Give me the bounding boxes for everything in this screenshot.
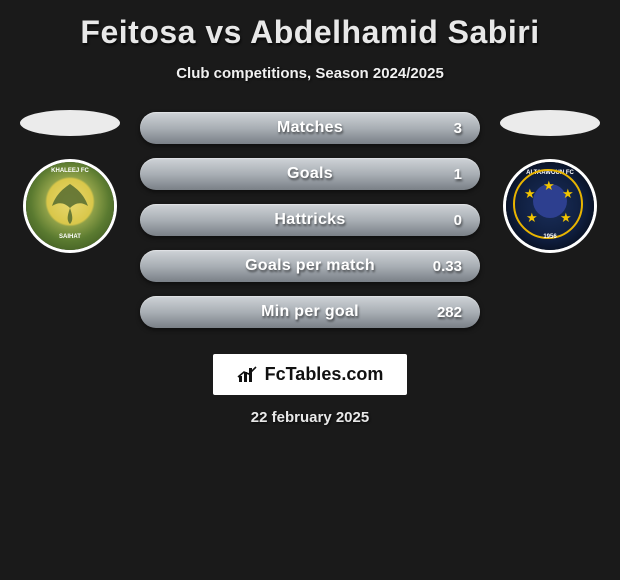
star-icon: ★ [526, 210, 538, 226]
stat-label: Goals [287, 165, 333, 183]
stat-row-hattricks: Hattricks 0 [140, 204, 480, 236]
watermark-text: FcTables.com [265, 364, 384, 385]
right-name-oval [500, 110, 600, 136]
star-icon: ★ [543, 178, 555, 194]
date-line: 22 february 2025 [251, 409, 369, 426]
stat-right-value: 3 [454, 120, 462, 137]
stat-label: Goals per match [245, 257, 375, 275]
left-name-oval [20, 110, 120, 136]
season-subtitle: Club competitions, Season 2024/2025 [176, 65, 444, 82]
right-club-crest: ALTAAWOUN FC ★ ★ ★ ★ ★ 1956 [506, 162, 594, 250]
stat-right-value: 1 [454, 166, 462, 183]
left-club-crest: KHALEEJ FC SAIHAT [26, 162, 114, 250]
left-club-side: KHALEEJ FC SAIHAT [10, 112, 130, 250]
stat-label: Hattricks [274, 211, 345, 229]
fctables-watermark[interactable]: FcTables.com [213, 354, 408, 395]
stat-row-goals: Goals 1 [140, 158, 480, 190]
bar-chart-icon [237, 366, 259, 384]
left-crest-top-text: KHALEEJ FC [51, 168, 89, 174]
main-row: KHALEEJ FC SAIHAT Matches 3 Goals 1 Hatt… [0, 112, 620, 328]
right-crest-year: 1956 [543, 234, 556, 240]
stat-right-value: 0 [454, 212, 462, 229]
stat-right-value: 282 [437, 304, 462, 321]
eagle-icon [44, 180, 96, 228]
stat-row-matches: Matches 3 [140, 112, 480, 144]
star-icon: ★ [562, 186, 574, 202]
left-crest-bottom-text: SAIHAT [59, 234, 81, 240]
stats-column: Matches 3 Goals 1 Hattricks 0 Goals per … [140, 112, 480, 328]
stat-row-gpm: Goals per match 0.33 [140, 250, 480, 282]
stat-row-mpg: Min per goal 282 [140, 296, 480, 328]
star-icon: ★ [524, 186, 536, 202]
stat-label: Matches [277, 119, 343, 137]
right-club-side: ALTAAWOUN FC ★ ★ ★ ★ ★ 1956 [490, 112, 610, 250]
page-title: Feitosa vs Abdelhamid Sabiri [80, 14, 539, 51]
stat-label: Min per goal [261, 303, 359, 321]
star-icon: ★ [560, 210, 572, 226]
comparison-card: Feitosa vs Abdelhamid Sabiri Club compet… [0, 0, 620, 436]
stat-right-value: 0.33 [433, 258, 462, 275]
